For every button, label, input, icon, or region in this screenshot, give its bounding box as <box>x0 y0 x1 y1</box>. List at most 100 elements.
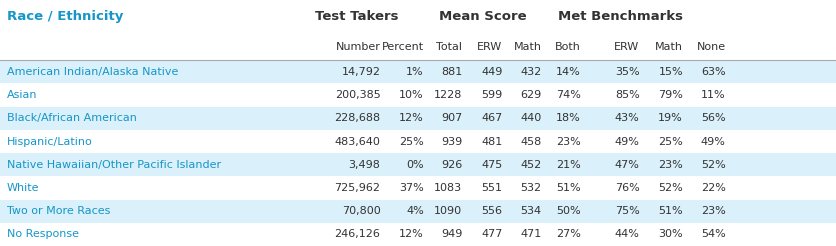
Text: 79%: 79% <box>658 90 683 100</box>
Text: 75%: 75% <box>614 206 640 216</box>
Text: Total: Total <box>436 42 462 52</box>
Text: 449: 449 <box>481 67 502 77</box>
Text: Math: Math <box>514 42 542 52</box>
Text: 43%: 43% <box>614 113 640 123</box>
Text: 11%: 11% <box>701 90 726 100</box>
Text: 881: 881 <box>441 67 462 77</box>
Text: 1228: 1228 <box>434 90 462 100</box>
Text: 25%: 25% <box>399 137 424 147</box>
Text: 23%: 23% <box>701 206 726 216</box>
Text: 12%: 12% <box>399 113 424 123</box>
Text: 52%: 52% <box>658 183 683 193</box>
Text: 49%: 49% <box>614 137 640 147</box>
Text: 467: 467 <box>482 113 502 123</box>
Bar <box>0 0 836 60</box>
Text: 532: 532 <box>521 183 542 193</box>
Text: 47%: 47% <box>614 160 640 170</box>
Text: 27%: 27% <box>556 229 581 239</box>
Text: 939: 939 <box>441 137 462 147</box>
Text: 21%: 21% <box>556 160 581 170</box>
Text: 599: 599 <box>482 90 502 100</box>
Text: None: None <box>696 42 726 52</box>
Text: 551: 551 <box>482 183 502 193</box>
Text: 949: 949 <box>441 229 462 239</box>
Text: 725,962: 725,962 <box>334 183 380 193</box>
Bar <box>0 176 836 200</box>
Text: 52%: 52% <box>701 160 726 170</box>
Text: 432: 432 <box>521 67 542 77</box>
Text: 70,800: 70,800 <box>342 206 380 216</box>
Text: 63%: 63% <box>701 67 726 77</box>
Text: Met Benchmarks: Met Benchmarks <box>558 10 683 23</box>
Text: 19%: 19% <box>658 113 683 123</box>
Text: 629: 629 <box>521 90 542 100</box>
Text: Asian: Asian <box>7 90 37 100</box>
Text: 471: 471 <box>521 229 542 239</box>
Bar <box>0 200 836 223</box>
Text: 30%: 30% <box>659 229 683 239</box>
Text: Math: Math <box>655 42 683 52</box>
Text: 926: 926 <box>441 160 462 170</box>
Text: 556: 556 <box>482 206 502 216</box>
Text: 907: 907 <box>441 113 462 123</box>
Text: 37%: 37% <box>399 183 424 193</box>
Text: Race / Ethnicity: Race / Ethnicity <box>7 10 123 23</box>
Text: 0%: 0% <box>406 160 424 170</box>
Text: 51%: 51% <box>557 183 581 193</box>
Text: 44%: 44% <box>614 229 640 239</box>
Text: 246,126: 246,126 <box>334 229 380 239</box>
Text: No Response: No Response <box>7 229 79 239</box>
Text: 440: 440 <box>521 113 542 123</box>
Text: Both: Both <box>555 42 581 52</box>
Text: 85%: 85% <box>614 90 640 100</box>
Bar <box>0 130 836 153</box>
Text: White: White <box>7 183 39 193</box>
Text: 4%: 4% <box>406 206 424 216</box>
Bar <box>0 153 836 176</box>
Text: 12%: 12% <box>399 229 424 239</box>
Text: 14%: 14% <box>556 67 581 77</box>
Text: 14,792: 14,792 <box>341 67 380 77</box>
Text: 200,385: 200,385 <box>334 90 380 100</box>
Text: Number: Number <box>335 42 380 52</box>
Text: 51%: 51% <box>659 206 683 216</box>
Text: 56%: 56% <box>701 113 726 123</box>
Text: 23%: 23% <box>658 160 683 170</box>
Text: Test Takers: Test Takers <box>315 10 399 23</box>
Bar <box>0 223 836 246</box>
Text: 22%: 22% <box>701 183 726 193</box>
Text: 483,640: 483,640 <box>334 137 380 147</box>
Text: ERW: ERW <box>477 42 502 52</box>
Text: Native Hawaiian/Other Pacific Islander: Native Hawaiian/Other Pacific Islander <box>7 160 221 170</box>
Text: 76%: 76% <box>614 183 640 193</box>
Text: Black/African American: Black/African American <box>7 113 136 123</box>
Text: 1090: 1090 <box>434 206 462 216</box>
Text: Two or More Races: Two or More Races <box>7 206 110 216</box>
Text: American Indian/Alaska Native: American Indian/Alaska Native <box>7 67 178 77</box>
Text: 23%: 23% <box>556 137 581 147</box>
Text: 477: 477 <box>481 229 502 239</box>
Text: 10%: 10% <box>400 90 424 100</box>
Text: 458: 458 <box>521 137 542 147</box>
Text: Mean Score: Mean Score <box>439 10 526 23</box>
Text: ERW: ERW <box>614 42 640 52</box>
Text: 534: 534 <box>521 206 542 216</box>
Text: 50%: 50% <box>557 206 581 216</box>
Text: Hispanic/Latino: Hispanic/Latino <box>7 137 93 147</box>
Text: 18%: 18% <box>556 113 581 123</box>
Bar <box>0 107 836 130</box>
Text: 25%: 25% <box>658 137 683 147</box>
Text: 74%: 74% <box>556 90 581 100</box>
Text: 1083: 1083 <box>434 183 462 193</box>
Text: 452: 452 <box>521 160 542 170</box>
Text: 49%: 49% <box>701 137 726 147</box>
Text: 1%: 1% <box>406 67 424 77</box>
Text: Percent: Percent <box>382 42 424 52</box>
Text: 15%: 15% <box>659 67 683 77</box>
Bar <box>0 60 836 83</box>
Bar <box>0 83 836 107</box>
Text: 3,498: 3,498 <box>349 160 380 170</box>
Text: 35%: 35% <box>615 67 640 77</box>
Text: 54%: 54% <box>701 229 726 239</box>
Text: 475: 475 <box>482 160 502 170</box>
